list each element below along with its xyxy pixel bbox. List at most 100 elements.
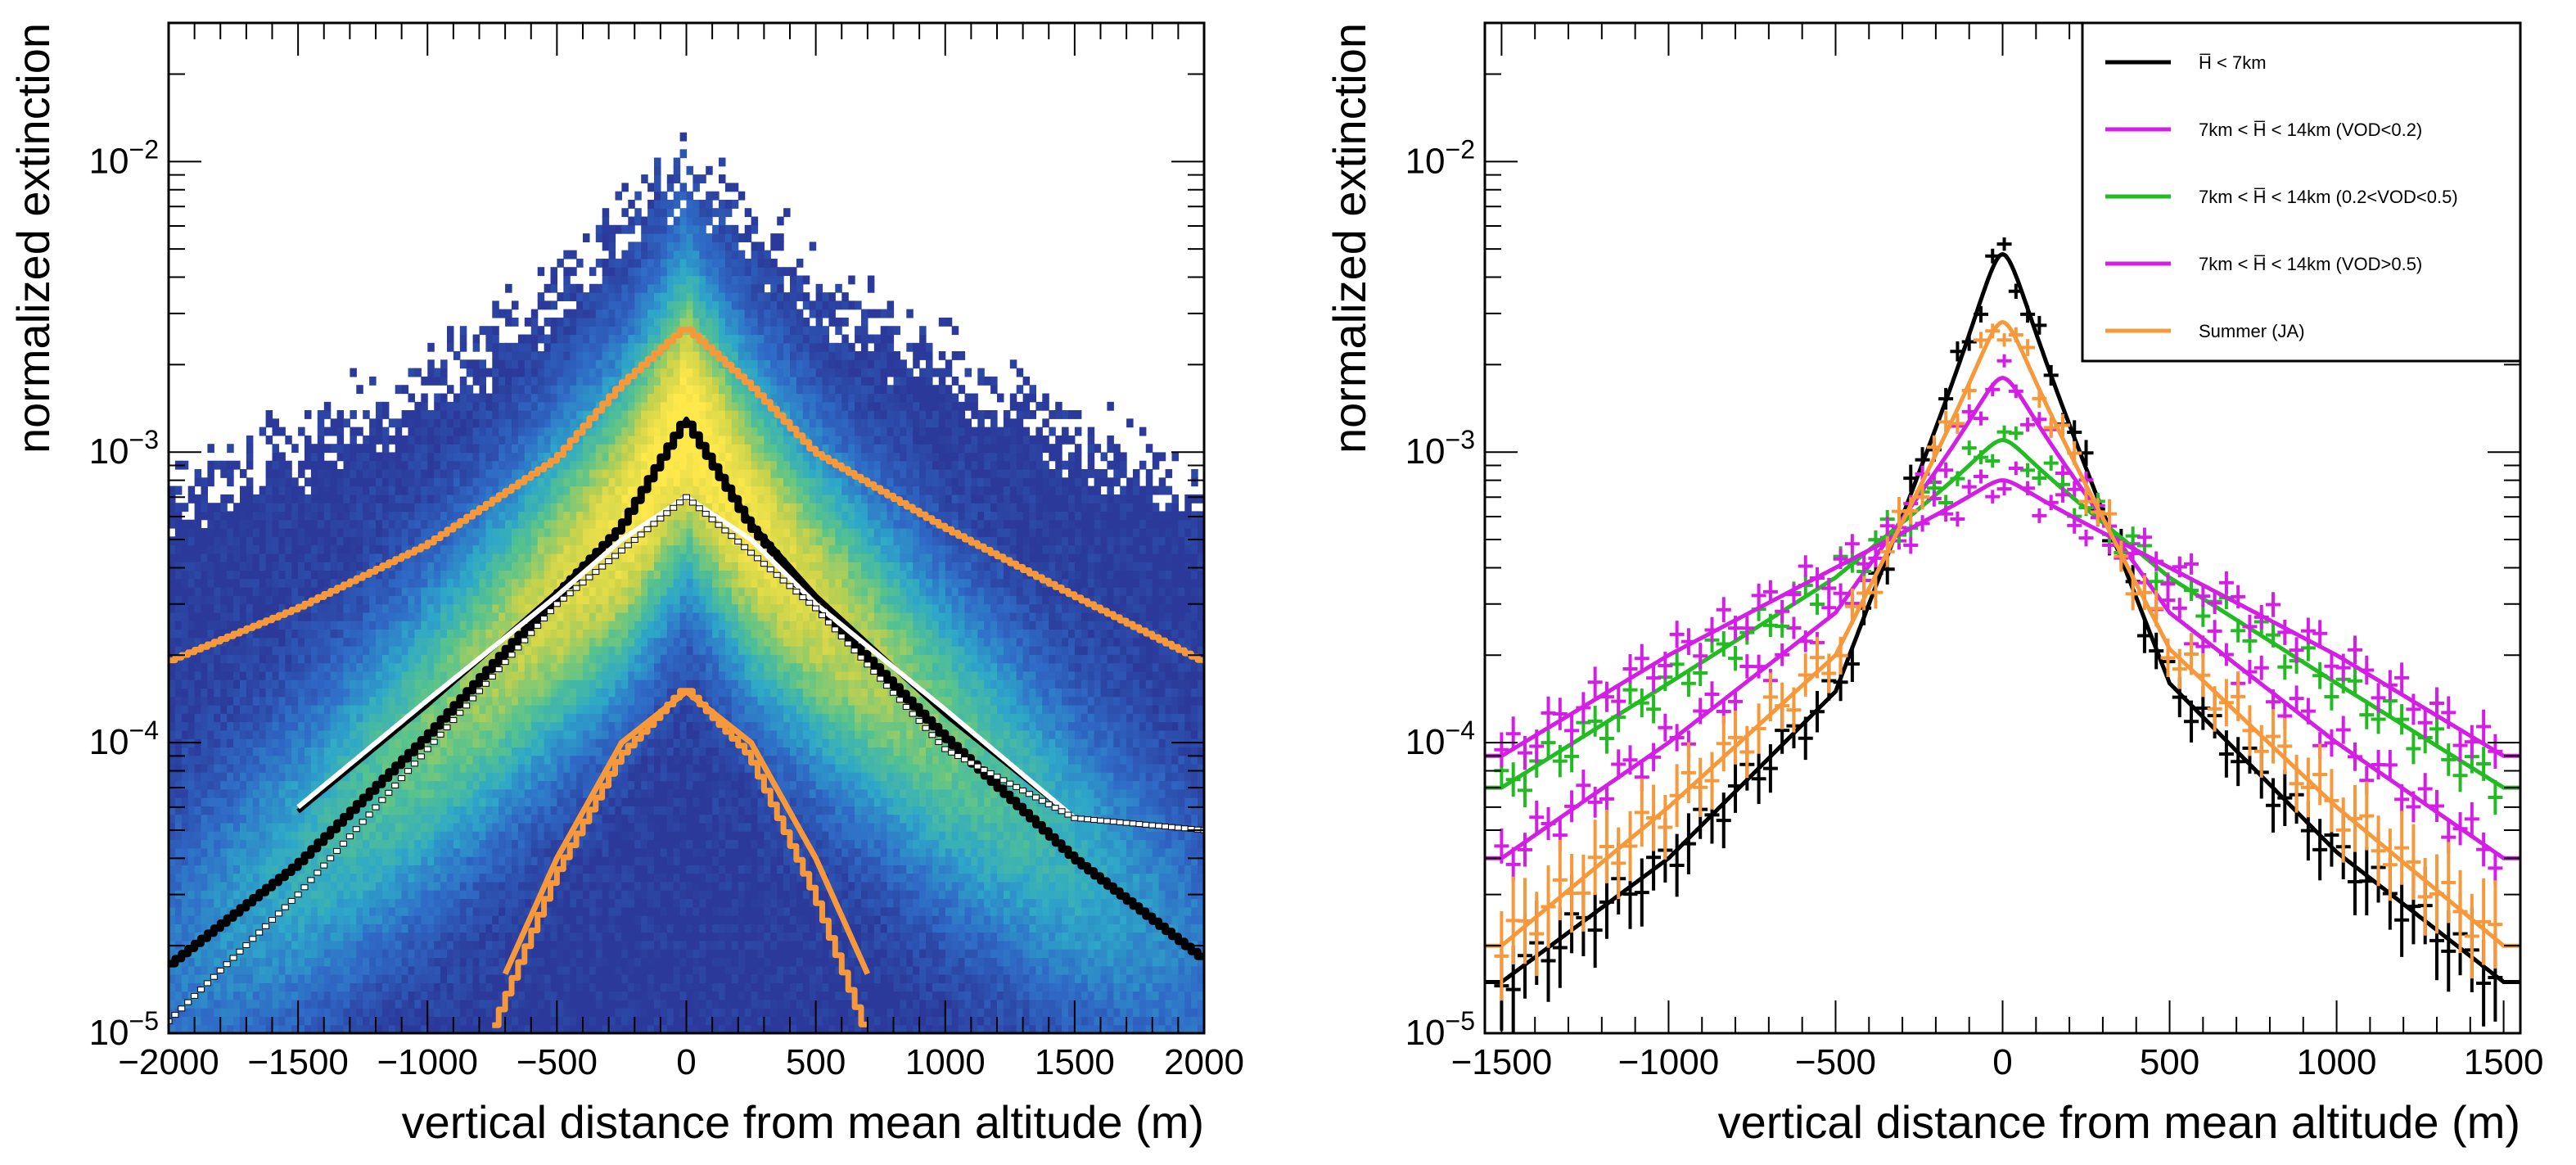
heatmap-cell — [240, 797, 247, 806]
heatmap-cell — [240, 814, 247, 824]
heatmap-cell — [323, 612, 332, 621]
heatmap-cell — [207, 915, 214, 924]
heatmap-cell — [240, 847, 247, 857]
heatmap-cell — [395, 1008, 403, 1018]
heatmap-cell — [246, 915, 254, 924]
heatmap-cell — [323, 427, 332, 436]
heatmap-cell — [388, 982, 396, 992]
heatmap-cell — [421, 460, 428, 470]
heatmap-cell — [227, 991, 234, 1000]
heatmap-cell — [589, 368, 597, 377]
heatmap-cell — [194, 587, 202, 596]
heatmap-cell — [421, 831, 428, 841]
heatmap-cell — [583, 873, 590, 883]
heatmap-cell — [440, 359, 448, 369]
heatmap-cell — [207, 822, 214, 832]
heatmap-cell — [570, 662, 577, 672]
heatmap-cell — [466, 494, 474, 503]
heatmap-cell — [259, 797, 267, 806]
heatmap-cell — [194, 570, 202, 580]
heatmap-cell — [466, 923, 474, 933]
heatmap-cell — [583, 856, 590, 865]
heatmap-cell — [570, 923, 577, 933]
heatmap-cell — [544, 621, 552, 630]
heatmap-cell — [472, 965, 480, 975]
heatmap-cell — [220, 991, 228, 1000]
heatmap-cell — [291, 587, 299, 596]
heatmap-cell — [479, 696, 486, 706]
heatmap-cell — [285, 923, 292, 933]
heatmap-cell — [285, 780, 292, 790]
heatmap-cell — [278, 477, 286, 487]
heatmap-cell — [317, 444, 325, 454]
heatmap-cell — [427, 511, 435, 521]
heatmap-cell — [246, 696, 254, 706]
heatmap-cell — [427, 595, 435, 605]
heatmap-cell — [466, 444, 474, 454]
heatmap-cell — [181, 570, 189, 580]
heatmap-cell — [505, 999, 512, 1009]
heatmap-cell — [227, 696, 234, 706]
heatmap-cell — [381, 401, 390, 411]
heatmap-cell — [330, 949, 338, 959]
heatmap-cell — [472, 1024, 480, 1033]
heatmap-cell — [381, 755, 390, 765]
heatmap-cell — [576, 258, 584, 268]
heatmap-cell — [447, 906, 454, 916]
heatmap-cell — [570, 755, 577, 765]
heatmap-cell — [246, 772, 254, 782]
heatmap-cell — [395, 890, 403, 900]
heatmap-cell — [505, 427, 512, 436]
heatmap-cell — [278, 578, 286, 588]
heatmap-cell — [310, 621, 318, 630]
heatmap-cell — [537, 806, 545, 815]
heatmap-cell — [544, 587, 552, 596]
heatmap-cell — [517, 603, 526, 613]
heatmap-cell — [499, 822, 506, 832]
heatmap-cell — [381, 435, 390, 445]
heatmap-cell — [323, 949, 332, 959]
heatmap-cell — [472, 890, 480, 900]
heatmap-cell — [298, 485, 305, 495]
heatmap-cell — [369, 839, 377, 849]
heatmap-cell — [272, 806, 279, 815]
heatmap-cell — [388, 949, 396, 959]
heatmap-cell — [317, 923, 325, 933]
heatmap-cell — [595, 1024, 603, 1033]
heatmap-cell — [395, 662, 403, 672]
heatmap-cell — [576, 637, 584, 647]
heatmap-cell — [563, 460, 571, 470]
heatmap-cell — [517, 713, 526, 723]
heatmap-cell — [227, 444, 234, 454]
heatmap-cell — [583, 671, 590, 680]
heatmap-cell — [220, 536, 228, 546]
heatmap-cell — [427, 680, 435, 689]
heatmap-cell — [459, 763, 467, 773]
heatmap-cell — [447, 418, 454, 428]
heatmap-cell — [317, 671, 325, 680]
heatmap-cell — [550, 738, 557, 747]
heatmap-cell — [169, 688, 176, 698]
heatmap-cell — [434, 503, 441, 513]
heatmap-cell — [576, 940, 584, 950]
heatmap-cell — [427, 831, 435, 841]
heatmap-cell — [414, 940, 422, 950]
heatmap-cell — [291, 923, 299, 933]
heatmap-cell — [434, 999, 441, 1009]
heatmap-cell — [181, 873, 189, 883]
heatmap-cell — [434, 957, 441, 967]
heatmap-cell — [395, 536, 403, 546]
heatmap-cell — [285, 477, 292, 487]
heatmap-cell — [181, 814, 189, 824]
heatmap-cell — [447, 797, 454, 806]
heatmap-cell — [291, 553, 299, 562]
heatmap-cell — [388, 974, 396, 983]
heatmap-cell — [356, 747, 363, 756]
heatmap-cell — [272, 587, 279, 596]
heatmap-cell — [317, 562, 325, 571]
heatmap-cell — [265, 612, 273, 621]
heatmap-cell — [517, 587, 526, 596]
heatmap-cell — [401, 865, 409, 874]
heatmap-cell — [576, 923, 584, 933]
heatmap-cell — [576, 603, 584, 613]
